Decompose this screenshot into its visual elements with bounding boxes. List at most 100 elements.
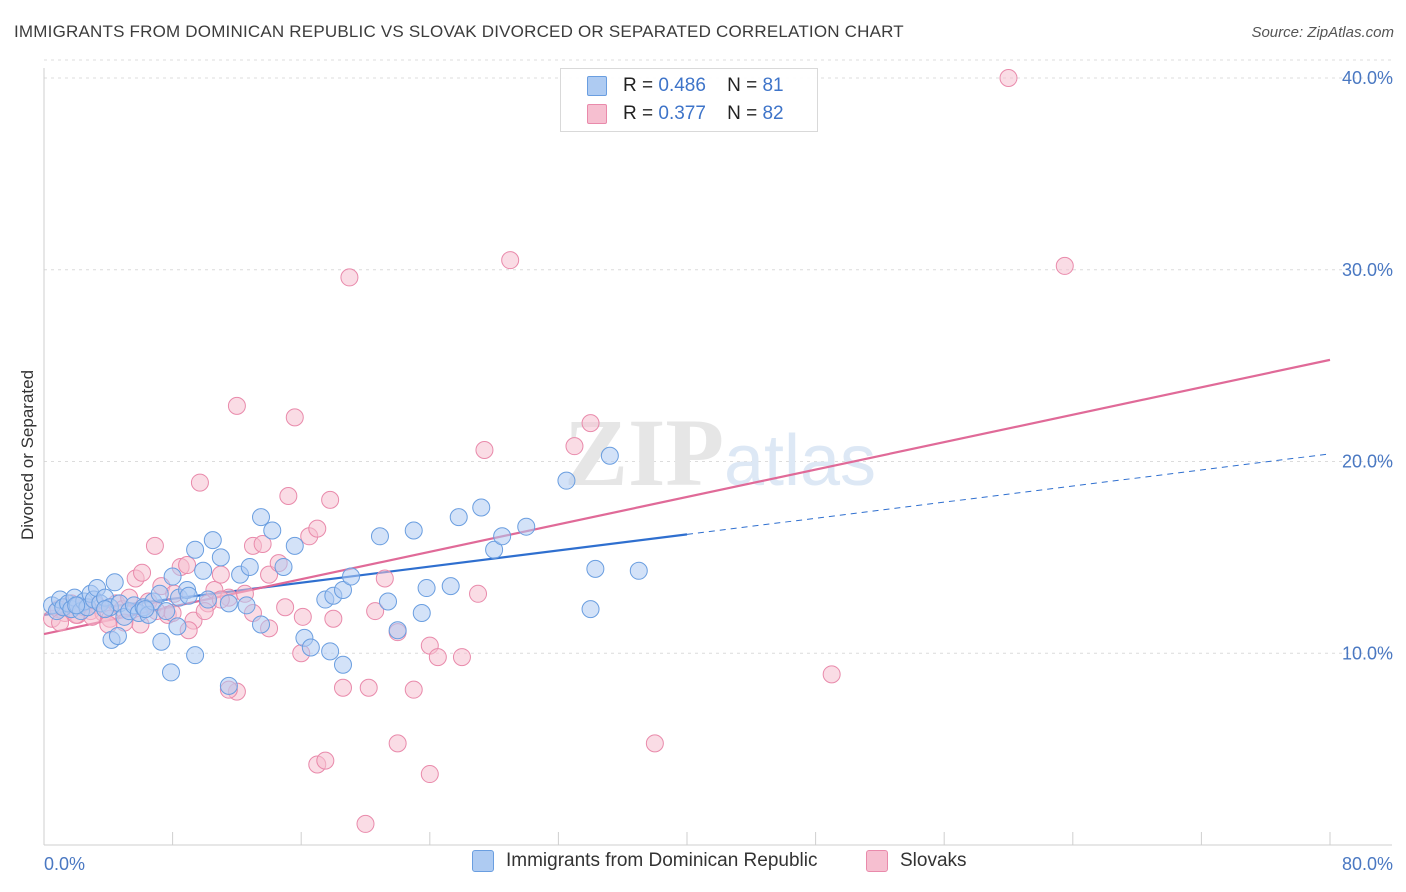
data-point-slovak xyxy=(469,584,488,603)
data-point-slovak xyxy=(145,536,164,555)
data-point-slovak xyxy=(475,440,494,459)
data-point-slovak xyxy=(285,408,304,427)
data-point-dominican xyxy=(370,527,389,546)
data-point-slovak xyxy=(375,569,394,588)
data-point-slovak xyxy=(356,814,375,833)
data-point-dominican xyxy=(186,646,205,665)
data-point-dominican xyxy=(301,638,320,657)
data-point-dominican xyxy=(157,602,176,621)
data-point-slovak xyxy=(452,648,471,667)
data-point-slovak xyxy=(308,519,327,538)
correlation-legend: R = 0.486 N = 81 R = 0.377 N = 82 xyxy=(560,68,818,132)
data-point-dominican xyxy=(263,521,282,540)
x-tick-label: 0.0% xyxy=(44,854,85,874)
data-point-slovak xyxy=(190,473,209,492)
y-tick-label: 20.0% xyxy=(1342,452,1393,472)
data-point-dominican xyxy=(581,600,600,619)
data-point-dominican xyxy=(321,642,340,661)
data-point-dominican xyxy=(342,567,361,586)
data-point-dominican xyxy=(198,590,217,609)
legend-n-value: 82 xyxy=(762,103,784,124)
legend-swatch-pink xyxy=(866,850,888,872)
legend-r-label: R = xyxy=(623,75,654,96)
data-point-dominican xyxy=(274,557,293,576)
data-point-dominican xyxy=(237,596,256,615)
legend-row-dominican: R = 0.486 N = 81 xyxy=(587,73,784,99)
data-point-slovak xyxy=(366,602,385,621)
data-point-slovak xyxy=(999,69,1018,87)
series-legend: Immigrants from Dominican Republic Slova… xyxy=(0,850,1406,880)
legend-r-label: R = xyxy=(623,103,654,124)
data-point-slovak xyxy=(253,534,272,553)
tick-labels: 10.0% 20.0% 30.0% 40.0% 0.0% 80.0% xyxy=(44,68,1393,874)
chart-title: IMMIGRANTS FROM DOMINICAN REPUBLIC VS SL… xyxy=(14,22,904,41)
data-points xyxy=(43,69,1074,833)
x-tick-label: 80.0% xyxy=(1342,854,1393,874)
y-tick-label: 30.0% xyxy=(1342,260,1393,280)
data-point-slovak xyxy=(501,251,520,270)
data-point-dominican xyxy=(441,577,460,596)
data-point-dominican xyxy=(600,446,619,465)
legend-n-value: 81 xyxy=(762,75,784,96)
data-point-dominican xyxy=(412,603,431,622)
data-point-dominican xyxy=(333,580,352,599)
source-label: Source: ZipAtlas.com xyxy=(1251,24,1394,41)
legend-row-slovaks: R = 0.377 N = 82 xyxy=(587,101,784,127)
data-point-dominican xyxy=(219,676,238,695)
data-point-dominican xyxy=(285,536,304,555)
data-point-dominican xyxy=(150,584,169,603)
legend-swatch-pink xyxy=(587,104,607,124)
y-tick-label: 40.0% xyxy=(1342,68,1393,88)
data-point-dominican xyxy=(194,561,213,580)
legend-item-slovaks[interactable]: Slovaks xyxy=(866,850,967,872)
data-point-dominican xyxy=(96,600,115,619)
data-point-slovak xyxy=(645,734,664,753)
data-point-slovak xyxy=(333,678,352,697)
data-point-dominican xyxy=(388,621,407,640)
legend-n-label: N = xyxy=(727,103,758,124)
data-point-dominican xyxy=(449,508,468,527)
data-point-dominican xyxy=(333,655,352,674)
data-point-dominican xyxy=(219,594,238,613)
legend-swatch-blue xyxy=(587,76,607,96)
data-point-dominican xyxy=(161,663,180,682)
trend-extension-dominican xyxy=(686,453,1331,535)
data-point-dominican xyxy=(186,540,205,559)
data-point-dominican xyxy=(493,527,512,546)
data-point-dominican xyxy=(179,586,198,605)
data-point-dominican xyxy=(517,517,536,536)
data-point-slovak xyxy=(133,563,152,582)
data-point-slovak xyxy=(428,648,447,667)
data-point-slovak xyxy=(388,734,407,753)
data-point-slovak xyxy=(324,609,343,628)
data-point-slovak xyxy=(404,680,423,699)
data-point-dominican xyxy=(557,471,576,490)
data-point-slovak xyxy=(276,598,295,617)
data-point-dominican xyxy=(252,508,271,527)
legend-r-value: 0.486 xyxy=(658,75,706,96)
data-point-dominican xyxy=(211,548,230,567)
data-point-slovak xyxy=(359,678,378,697)
data-point-dominican xyxy=(472,498,491,517)
data-point-dominican xyxy=(136,600,155,619)
data-point-dominican xyxy=(203,531,222,550)
data-point-dominican xyxy=(240,557,259,576)
legend-label-slovaks: Slovaks xyxy=(900,850,967,871)
data-point-dominican xyxy=(152,632,171,651)
data-point-slovak xyxy=(340,268,359,287)
data-point-slovak xyxy=(822,665,841,684)
data-point-slovak xyxy=(420,765,439,784)
data-point-slovak xyxy=(1055,256,1074,275)
trend-line-slovak xyxy=(43,358,1331,636)
data-point-slovak xyxy=(316,751,335,770)
data-point-dominican xyxy=(404,521,423,540)
data-point-dominican xyxy=(163,567,182,586)
y-tick-label: 10.0% xyxy=(1342,643,1393,663)
axes xyxy=(43,68,1392,846)
data-point-dominican xyxy=(105,573,124,592)
legend-swatch-blue xyxy=(472,850,494,872)
legend-n-label: N = xyxy=(727,75,758,96)
legend-item-dominican[interactable]: Immigrants from Dominican Republic xyxy=(472,850,818,872)
data-point-dominican xyxy=(485,540,504,559)
